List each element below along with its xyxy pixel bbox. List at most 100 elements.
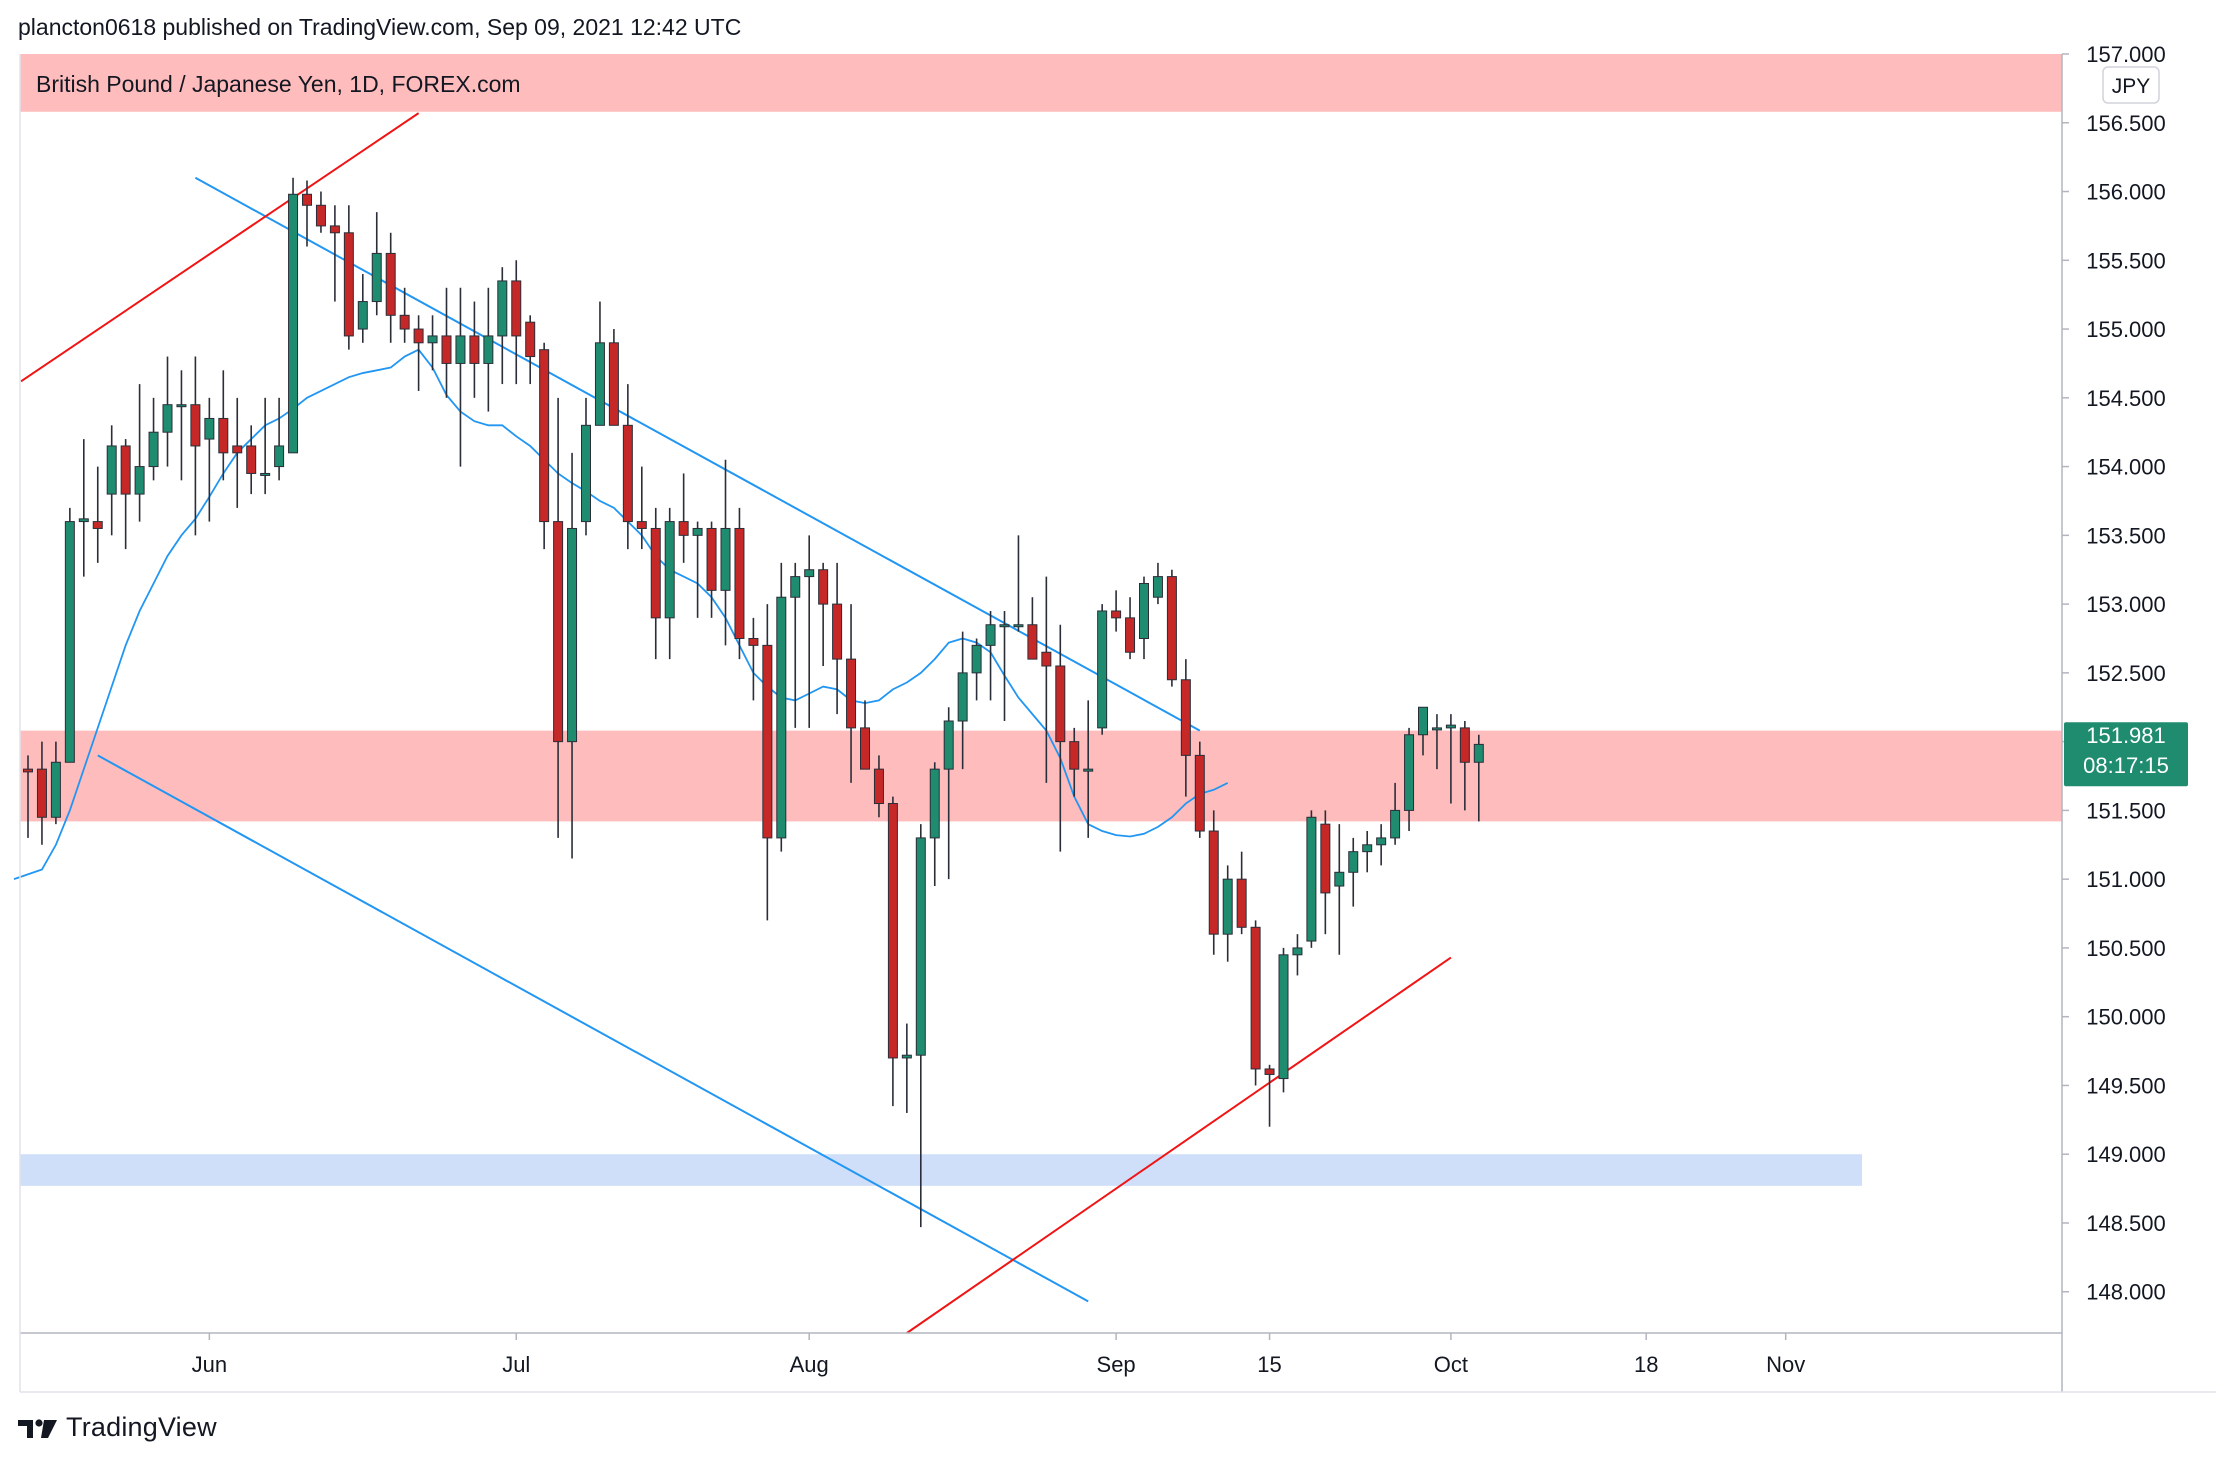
candle [594,301,605,426]
candle-body [455,335,466,364]
candle-body [427,335,438,344]
candle [329,205,340,302]
candle [1390,782,1401,845]
candle-body [64,521,75,763]
candle [371,212,382,316]
candle-body [1111,610,1122,619]
candle [1083,700,1094,838]
candle [734,507,745,660]
time-tick-label: Nov [1766,1352,1805,1377]
candle [776,562,787,852]
candle-body [790,576,801,598]
candle-body [1055,665,1066,743]
candle-body [832,603,843,660]
candle [860,700,870,770]
candle [818,562,829,666]
candle [204,397,215,522]
candle [1055,624,1066,852]
candle [120,439,131,550]
time-tick-label: Jul [502,1352,530,1377]
candle [50,741,61,825]
support-zone [20,1154,1862,1186]
candle [288,177,299,454]
candle-body [1250,926,1261,1070]
candle-body [650,527,661,619]
candle-body [23,768,33,773]
candle-body [357,301,368,330]
candle-body [915,837,926,1056]
candle [1334,824,1345,955]
candle [901,1023,912,1113]
candle [1027,597,1038,660]
brand-name: TradingView [66,1412,217,1442]
price-tick-label: 148.500 [2086,1211,2166,1236]
candle-body [1348,851,1359,873]
candle [1250,920,1261,1086]
candle [357,274,368,343]
candle-body [692,527,703,536]
candle-body [873,768,884,805]
candle-body [720,527,731,591]
candle-body [302,193,312,206]
candle [1069,727,1080,797]
time-tick-label: 15 [1257,1352,1281,1377]
candle-body [734,527,745,639]
candle [929,762,940,887]
currency-badge[interactable]: JPY [2102,66,2160,104]
candle-body [1404,734,1415,811]
red-rising-line-bottom [906,956,1452,1334]
candle [1348,837,1359,907]
candle-body [1027,624,1038,660]
candle-body [78,518,89,523]
candle [1418,706,1428,756]
candle-body [1418,706,1428,736]
candle-body [860,727,870,770]
candle-body [804,569,815,578]
publish-info: plancton0618 published on TradingView.co… [18,14,742,40]
red-rising-line-top [20,112,420,383]
candle-body [943,720,954,770]
candle-body [971,644,982,674]
tradingview-logo[interactable]: TradingView [18,1412,217,1443]
candle-body [1152,576,1163,598]
bar-countdown: 08:17:15 [2083,753,2169,778]
candle-body [1376,837,1387,846]
candle-body [176,404,187,408]
price-tick-label: 153.500 [2086,523,2166,548]
candle [1194,741,1205,838]
candle-body [204,417,215,440]
candle-body [762,644,773,839]
price-tick-label: 149.500 [2086,1073,2166,1098]
price-tick-label: 150.500 [2086,936,2166,961]
candle [664,507,675,660]
candle [441,287,452,398]
candle-body [1222,878,1233,935]
candle-body [1362,844,1373,853]
time-tick-label: Oct [1434,1352,1468,1377]
candle [162,356,173,467]
chart-frame [19,54,2216,1393]
candle [650,507,661,660]
candle-body [1166,576,1177,681]
price-axis[interactable]: 157.000 156.500 156.000 155.500 155.000 154.5… [2062,42,2166,1305]
pivot-zone [20,730,2062,822]
candle-body [134,466,145,495]
candle [232,397,243,508]
price-tick-label: 155.500 [2086,248,2166,273]
candle [218,370,229,481]
candle [1292,934,1303,976]
candle-body [846,658,857,729]
candle [1264,1064,1275,1127]
candle-body [371,252,382,303]
time-axis[interactable]: Jun Jul Aug Sep 15 Oct 18 Nov [192,1333,1806,1377]
candle [1431,714,1442,770]
candle [343,205,354,350]
candle [720,459,731,646]
candle [873,755,884,818]
candle-body [1125,617,1136,653]
candle [678,473,689,563]
price-tick-label: 157.000 [2086,42,2166,67]
price-tick-label: 151.000 [2086,867,2166,892]
candle [692,521,703,618]
